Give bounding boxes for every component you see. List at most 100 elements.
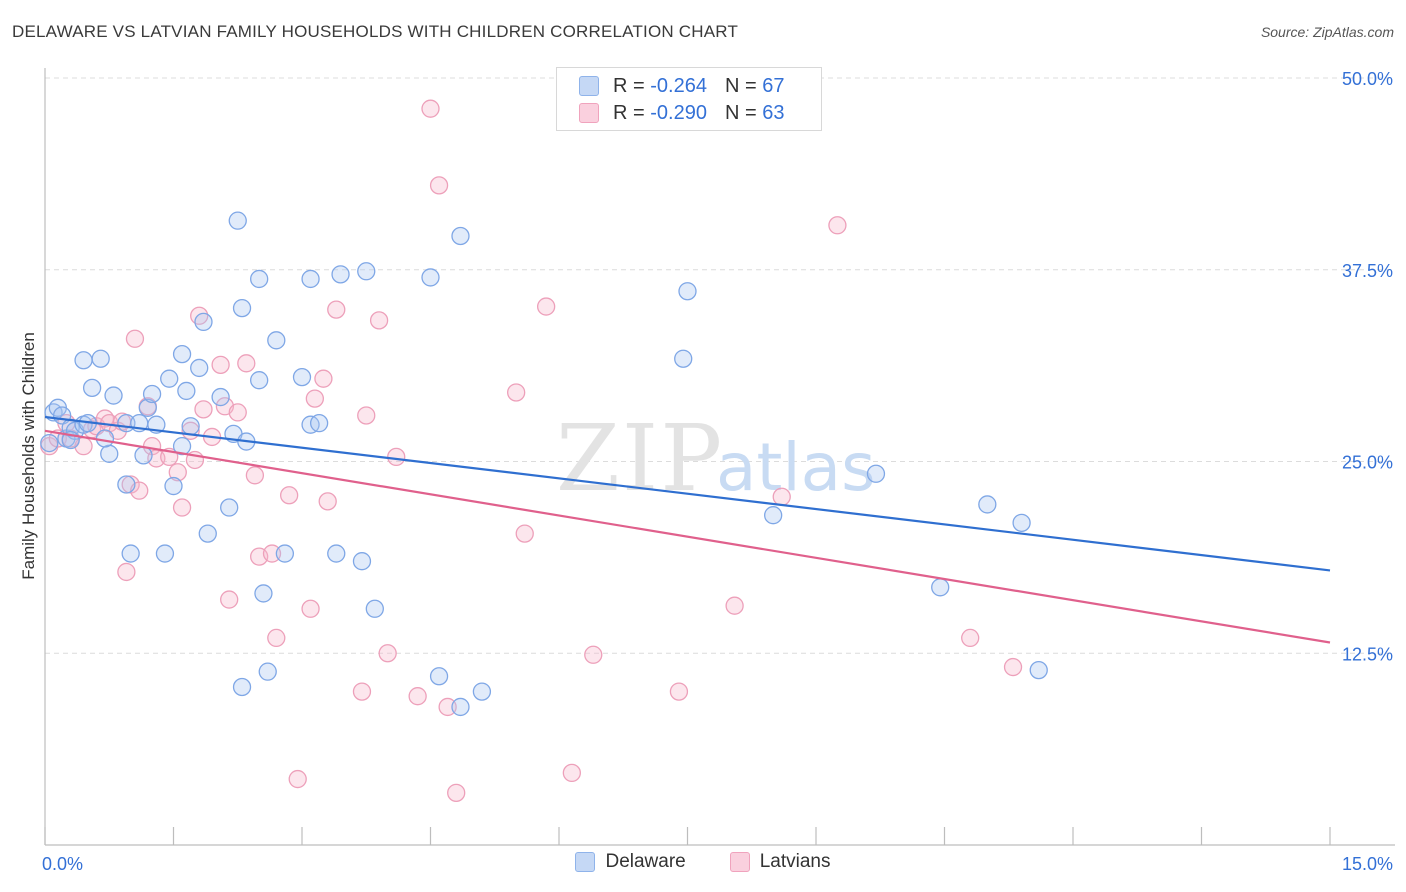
point-delaware xyxy=(275,544,295,563)
point-delaware xyxy=(160,369,179,388)
y-tick-label: 37.5% xyxy=(1342,261,1393,281)
point-delaware xyxy=(142,384,162,404)
point-latvians xyxy=(211,355,230,375)
trend-lines xyxy=(44,415,1331,644)
trend-line-latvians xyxy=(44,429,1331,644)
point-latvians xyxy=(429,176,449,195)
y-axis-label: Family Households with Children xyxy=(19,332,38,580)
point-delaware xyxy=(95,429,115,448)
point-delaware xyxy=(309,413,329,433)
point-delaware xyxy=(267,331,286,350)
point-delaware xyxy=(250,371,269,390)
point-latvians xyxy=(961,628,980,648)
legend-swatch-delaware xyxy=(579,76,599,96)
point-latvians xyxy=(584,645,603,664)
legend-item-latvians[interactable]: Latvians xyxy=(729,851,831,873)
point-latvians xyxy=(772,487,791,506)
legend-label-delaware: Delaware xyxy=(605,851,686,872)
point-delaware xyxy=(357,262,376,281)
point-delaware xyxy=(190,358,209,378)
point-latvians xyxy=(352,682,372,701)
x-tick-label: 0.0% xyxy=(42,854,83,874)
n-label: N = xyxy=(724,74,757,97)
point-delaware xyxy=(82,378,102,398)
point-delaware xyxy=(228,211,247,230)
tick-labels: 50.0% 37.5% 25.0% 12.5% 0.0% 15.0% xyxy=(42,69,1393,874)
point-delaware xyxy=(931,578,950,597)
point-latvians xyxy=(172,498,192,517)
point-delaware xyxy=(194,312,213,332)
point-latvians xyxy=(327,300,346,319)
point-delaware xyxy=(250,269,269,289)
point-delaware xyxy=(104,386,123,405)
point-delaware xyxy=(472,682,492,701)
point-latvians xyxy=(314,369,333,388)
point-delaware xyxy=(331,265,350,284)
point-latvians xyxy=(125,329,145,348)
point-latvians xyxy=(537,297,556,316)
point-delaware xyxy=(429,667,449,686)
point-latvians xyxy=(669,682,689,701)
point-latvians xyxy=(507,383,526,402)
point-latvians xyxy=(562,763,581,783)
r-value: -0.290 xyxy=(650,101,707,124)
r-value: -0.264 xyxy=(650,74,707,97)
point-latvians xyxy=(447,783,466,802)
point-delaware xyxy=(117,475,136,494)
axes xyxy=(44,68,1395,846)
point-delaware xyxy=(421,268,440,287)
point-latvians xyxy=(245,466,265,485)
point-delaware xyxy=(866,464,886,483)
point-delaware xyxy=(164,476,183,496)
point-latvians xyxy=(168,463,187,482)
point-latvians xyxy=(267,628,286,648)
point-latvians xyxy=(305,389,325,408)
point-delaware xyxy=(674,349,693,368)
point-delaware xyxy=(198,524,217,543)
point-delaware xyxy=(181,417,200,436)
y-tick-label: 12.5% xyxy=(1342,644,1393,664)
chart-title: DELAWARE VS LATVIAN FAMILY HOUSEHOLDS WI… xyxy=(12,22,739,41)
point-latvians xyxy=(262,544,282,563)
point-latvians xyxy=(387,447,406,467)
point-delaware xyxy=(1012,513,1031,533)
x-tick-label: 15.0% xyxy=(1342,854,1393,874)
point-delaware xyxy=(764,506,783,525)
point-delaware xyxy=(74,351,93,370)
point-latvians xyxy=(1003,657,1023,677)
legend-label-latvians: Latvians xyxy=(759,851,831,872)
point-latvians xyxy=(378,644,397,663)
legend-swatch-latvians xyxy=(579,103,599,123)
point-delaware xyxy=(211,387,230,407)
legend-row-delaware: R = -0.264 N = 67 xyxy=(579,73,784,99)
point-delaware xyxy=(352,552,372,571)
legend-swatch-latvians xyxy=(729,852,750,872)
point-latvians xyxy=(357,406,376,425)
point-delaware xyxy=(134,446,153,465)
series-latvians xyxy=(40,99,1023,802)
correlation-legend: R = -0.264 N = 67 R = -0.290 N = 63 xyxy=(556,67,822,131)
point-delaware xyxy=(232,298,252,318)
point-latvians xyxy=(237,354,256,373)
point-delaware xyxy=(301,269,320,289)
point-latvians xyxy=(438,697,457,717)
point-delaware xyxy=(1029,660,1048,680)
point-latvians xyxy=(369,311,389,330)
point-delaware xyxy=(232,677,252,697)
source-label: Source: ZipAtlas.com xyxy=(1260,24,1394,40)
n-value: 63 xyxy=(762,101,785,124)
point-delaware xyxy=(172,437,192,456)
n-label: N = xyxy=(724,101,757,124)
point-delaware xyxy=(155,544,175,563)
point-latvians xyxy=(194,400,213,419)
trend-line-delaware xyxy=(44,415,1331,572)
point-delaware xyxy=(978,495,997,514)
point-delaware xyxy=(177,381,196,401)
series-delaware xyxy=(40,211,1048,717)
legend-item-delaware[interactable]: Delaware xyxy=(575,851,686,873)
point-latvians xyxy=(408,687,427,706)
point-latvians xyxy=(220,590,239,609)
point-delaware xyxy=(172,344,192,364)
point-delaware xyxy=(292,367,312,387)
